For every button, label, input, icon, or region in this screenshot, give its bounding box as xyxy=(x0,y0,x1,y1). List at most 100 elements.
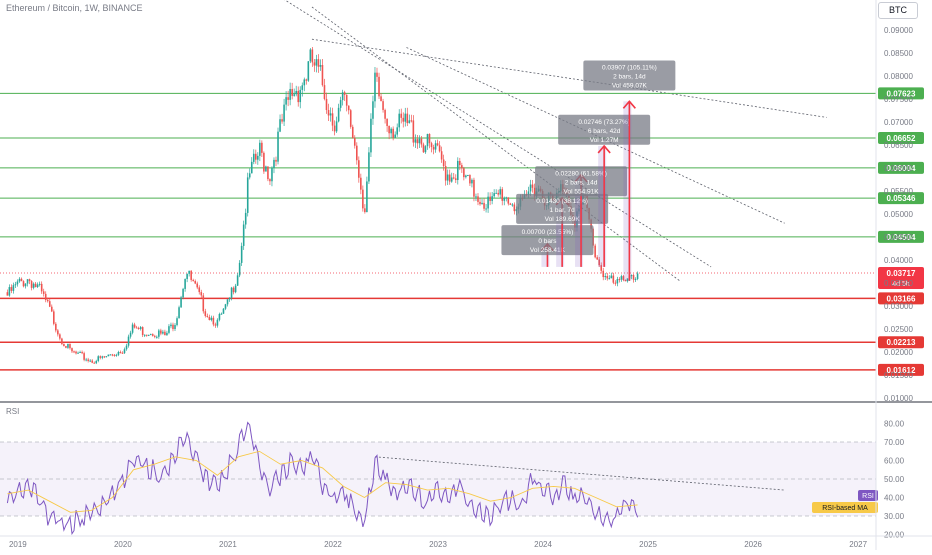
time-tick-label: 2027 xyxy=(849,540,867,549)
candle-body xyxy=(430,143,433,148)
measure-info-text: 6 bars, 42d xyxy=(588,128,621,135)
resistance-level-label: 0.05346 xyxy=(887,194,916,203)
candle-body xyxy=(497,192,499,195)
candle-body xyxy=(481,202,483,205)
candle-body xyxy=(475,196,477,198)
candle-body xyxy=(333,125,336,132)
candle-body xyxy=(24,283,27,287)
candle-body xyxy=(394,134,396,138)
candle-body xyxy=(606,275,609,279)
measure-info-text: Vol 554.91K xyxy=(564,188,600,195)
candle-body xyxy=(194,281,197,284)
candle-body xyxy=(174,325,176,330)
candle-body xyxy=(8,287,11,296)
candle-body xyxy=(212,317,215,325)
candle-body xyxy=(495,192,497,194)
rsi-tick-label: 30.00 xyxy=(884,512,905,521)
candle-body xyxy=(339,100,342,108)
candle-body xyxy=(624,280,627,282)
candle-body xyxy=(188,270,190,274)
candle-body xyxy=(105,356,108,358)
candle-body xyxy=(327,110,330,116)
candle-body xyxy=(279,119,281,132)
candle-body xyxy=(527,191,530,195)
candle-body xyxy=(305,79,308,81)
candle-body xyxy=(626,278,629,282)
candle-body xyxy=(424,146,427,153)
candle-body xyxy=(48,301,51,307)
candle-body xyxy=(461,165,463,169)
candle-body xyxy=(331,113,334,126)
candle-body xyxy=(293,94,295,96)
candle-body xyxy=(335,121,338,132)
candle-body xyxy=(285,97,287,105)
measure-arrowhead xyxy=(622,100,636,109)
price-tick-label: 0.04500 xyxy=(884,233,913,242)
price-tick-label: 0.08500 xyxy=(884,49,913,58)
price-tick-label: 0.01000 xyxy=(884,394,913,403)
candle-body xyxy=(610,275,613,279)
candle-body xyxy=(454,178,457,181)
currency-badge[interactable]: BTC xyxy=(878,2,918,19)
candle-body xyxy=(137,328,140,330)
candle-body xyxy=(364,208,366,213)
candle-body xyxy=(44,293,47,300)
candle-body xyxy=(465,175,467,178)
candle-body xyxy=(263,152,265,172)
candle-body xyxy=(89,360,91,362)
candle-body xyxy=(448,174,451,182)
candle-body xyxy=(323,85,326,99)
trend-line xyxy=(311,6,680,282)
rsi-pane-title: RSI xyxy=(6,407,20,416)
time-tick-label: 2021 xyxy=(219,540,237,549)
candle-body xyxy=(446,174,449,181)
candle-body xyxy=(46,299,49,302)
candle-body xyxy=(315,59,318,66)
candle-body xyxy=(71,348,73,352)
candle-body xyxy=(166,332,168,336)
candle-body xyxy=(40,283,43,292)
candle-body xyxy=(220,313,223,315)
candle-body xyxy=(252,153,255,162)
candle-body xyxy=(390,128,392,134)
candle-body xyxy=(267,166,269,180)
candle-body xyxy=(275,159,277,162)
resistance-level-badge xyxy=(878,132,924,145)
candle-body xyxy=(489,196,491,201)
measure-info-text: Vol 258.41K xyxy=(530,247,566,254)
resistance-level-badge xyxy=(878,230,924,243)
price-tick-label: 0.07000 xyxy=(884,118,913,127)
candle-body xyxy=(608,278,611,280)
candle-body xyxy=(22,281,25,287)
candle-body xyxy=(97,356,100,361)
candle-body xyxy=(291,88,293,96)
candle-body xyxy=(426,133,429,147)
resistance-level-badge xyxy=(878,161,924,174)
candle-body xyxy=(143,334,146,336)
symbol-title: Ethereum / Bitcoin, 1W, BINANCE xyxy=(6,3,143,13)
support-level-label: 0.02213 xyxy=(887,338,916,347)
support-level-badge xyxy=(878,363,924,376)
candle-body xyxy=(18,278,21,282)
candle-body xyxy=(509,203,512,205)
candle-body xyxy=(598,259,600,266)
candle-body xyxy=(99,356,102,358)
rsi-ma-badge-label: RSI-based MA xyxy=(822,505,868,512)
measure-info-box xyxy=(558,114,651,145)
candle-body xyxy=(232,287,235,293)
measure-range xyxy=(575,174,584,267)
candle-body xyxy=(329,113,332,116)
price-tick-label: 0.06500 xyxy=(884,141,913,150)
candle-body xyxy=(428,133,431,144)
measure-info-box xyxy=(501,225,594,256)
candle-body xyxy=(343,92,346,95)
time-tick-label: 2024 xyxy=(534,540,552,549)
candle-body xyxy=(406,113,409,124)
resistance-level-badge xyxy=(878,87,924,100)
candle-body xyxy=(386,118,388,126)
candle-body xyxy=(240,245,243,263)
candle-body xyxy=(10,287,13,291)
candle-body xyxy=(208,317,211,321)
